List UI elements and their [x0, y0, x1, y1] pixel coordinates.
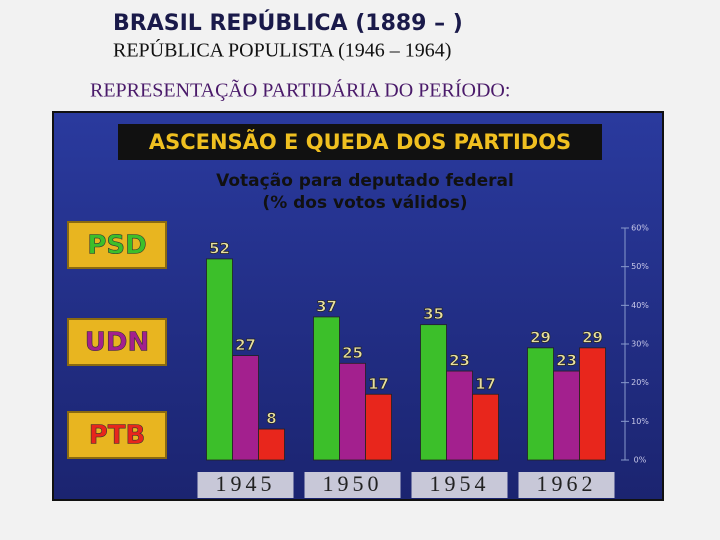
- data-label: 23: [449, 352, 470, 370]
- bar: [339, 362, 366, 461]
- legend-box: [67, 411, 167, 459]
- y-tick-label: 20%: [631, 378, 649, 387]
- x-tick-label: 1954: [430, 471, 490, 496]
- year-panel: [411, 472, 508, 498]
- bar: [420, 324, 447, 461]
- bar: [446, 370, 473, 461]
- bar: [553, 370, 580, 461]
- year-panel: [518, 472, 615, 498]
- legend-label: PTB: [89, 421, 146, 451]
- data-label: 17: [475, 375, 496, 393]
- x-tick-label: 1950: [323, 471, 383, 496]
- chart-title: ASCENSÃO E QUEDA DOS PARTIDOS: [149, 129, 571, 154]
- bar: [527, 347, 554, 461]
- chart-subtitle: Votação para deputado federal: [216, 171, 514, 191]
- data-label: 35: [423, 305, 444, 323]
- bar: [579, 347, 606, 461]
- slide-title: BRASIL REPÚBLICA (1889 – ): [113, 10, 463, 36]
- y-tick-label: 60%: [631, 224, 649, 233]
- chart-subtitle: (% dos votos válidos): [262, 193, 467, 213]
- y-tick-label: 50%: [631, 262, 649, 271]
- legend-label: UDN: [85, 328, 149, 358]
- bar: [472, 393, 499, 461]
- bar: [258, 428, 285, 461]
- legend-box: [67, 221, 167, 269]
- title-banner: [118, 124, 602, 160]
- x-tick-label: 1945: [216, 471, 276, 496]
- slide-heading: REPRESENTAÇÃO PARTIDÁRIA DO PERÍODO:: [90, 78, 510, 102]
- bar: [206, 258, 233, 461]
- year-panel: [197, 472, 294, 498]
- data-label: 27: [235, 336, 256, 354]
- data-label: 8: [266, 410, 276, 428]
- x-tick-label: 1962: [537, 471, 597, 496]
- bar: [232, 355, 259, 461]
- y-tick-label: 40%: [631, 301, 649, 310]
- data-label: 29: [582, 328, 603, 346]
- y-tick-label: 10%: [631, 417, 649, 426]
- data-label: 25: [342, 344, 363, 362]
- data-label: 23: [556, 352, 577, 370]
- y-tick-label: 0%: [634, 456, 647, 465]
- bar: [365, 393, 392, 461]
- y-tick-label: 30%: [631, 340, 649, 349]
- bar: [313, 316, 340, 461]
- data-label: 29: [530, 328, 551, 346]
- year-panel: [304, 472, 401, 498]
- data-label: 52: [209, 239, 230, 257]
- data-label: 17: [368, 375, 389, 393]
- data-label: 37: [316, 297, 337, 315]
- legend-label: PSD: [87, 231, 146, 261]
- legend-box: [67, 318, 167, 366]
- slide-subtitle: REPÚBLICA POPULISTA (1946 – 1964): [113, 38, 451, 62]
